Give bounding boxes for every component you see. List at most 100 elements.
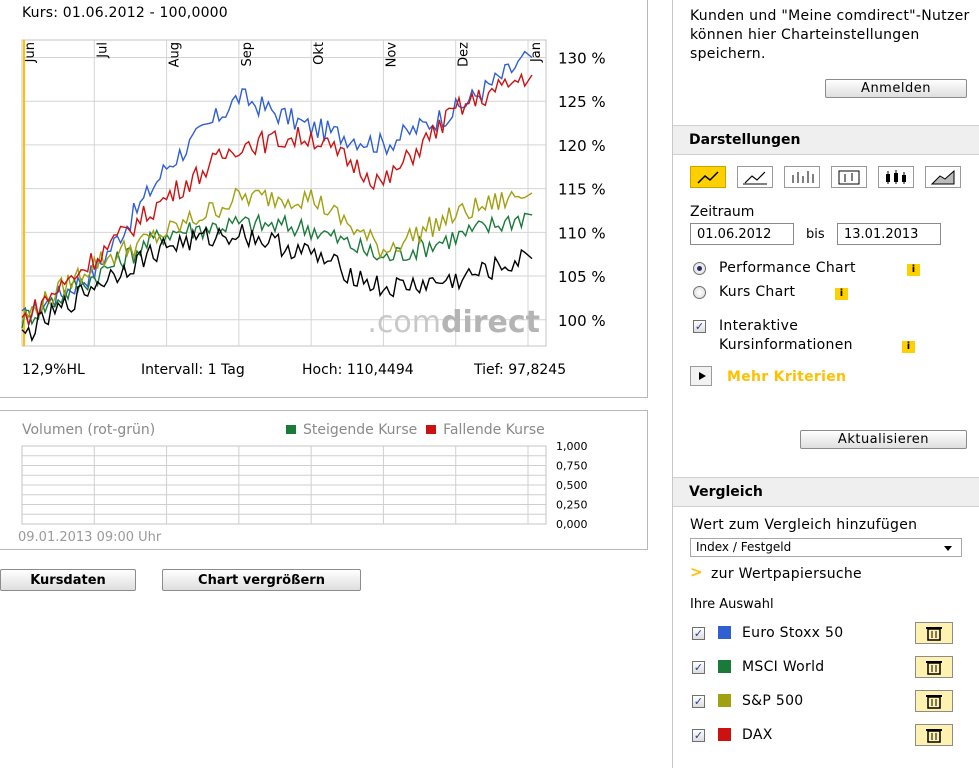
vergleich-select[interactable]: Index / Festgeld	[690, 538, 962, 557]
vergleich-label: Wert zum Vergleich hinzufügen	[690, 517, 918, 533]
settings-sidebar	[672, 0, 979, 768]
chart-title: Kurs: 01.06.2012 - 100,0000	[22, 5, 228, 21]
volume-title: Volumen (rot-grün)	[22, 422, 156, 438]
wertpapiersuche-link[interactable]: zur Wertpapiersuche	[711, 566, 862, 582]
selection-name: S&P 500	[742, 693, 804, 709]
trash-icon[interactable]	[915, 622, 953, 644]
login-hint: Kunden und "Meine comdirect"-Nutzer könn…	[690, 8, 970, 62]
x-tick-label: Dez	[457, 42, 472, 67]
plot-frame	[21, 39, 547, 347]
zeitraum-label: Zeitraum	[690, 204, 755, 220]
selection-color-swatch	[718, 660, 731, 673]
stat-intervall: Intervall: 1 Tag	[141, 362, 245, 378]
hlc-chart-type-button[interactable]	[831, 166, 867, 188]
selection-row: ✓ MSCI World	[690, 656, 960, 680]
selection-name: MSCI World	[742, 659, 825, 675]
y-tick-label: 100 %	[558, 312, 606, 330]
y-tick-label: 125 %	[558, 93, 606, 111]
trash-icon[interactable]	[915, 656, 953, 678]
ihre-auswahl-label: Ihre Auswahl	[690, 597, 774, 612]
aktualisieren-button[interactable]: Aktualisieren	[800, 430, 967, 449]
mountain-chart-type-button[interactable]	[737, 166, 773, 188]
volume-tick-label: 0,750	[556, 460, 588, 473]
interaktive-info-icon[interactable]: i	[902, 341, 915, 353]
candlestick-chart-type-button[interactable]	[878, 166, 914, 188]
series-line	[21, 72, 533, 327]
volume-timestamp: 09.01.2013 09:00 Uhr	[18, 530, 162, 545]
mehr-kriterien-link[interactable]: Mehr Kriterien	[727, 369, 847, 385]
kurs-info-icon[interactable]: i	[835, 288, 848, 300]
selection-checkbox[interactable]: ✓	[692, 627, 705, 640]
selection-color-swatch	[718, 626, 731, 639]
volume-tick-label: 1,000	[556, 440, 588, 453]
stat-hoch: Hoch: 110,4494	[302, 362, 414, 378]
chart-vergroessern-button[interactable]: Chart vergrößern	[162, 569, 361, 591]
volume-panel	[0, 410, 648, 550]
selection-color-swatch	[718, 728, 731, 741]
selection-checkbox[interactable]: ✓	[692, 661, 705, 674]
hlc-chart-icon	[838, 170, 860, 185]
series-line	[21, 187, 533, 324]
volume-tick-label: 0,250	[556, 499, 588, 512]
performance-chart-label: Performance Chart	[719, 260, 856, 276]
series-line	[21, 212, 533, 329]
line-chart-type-button[interactable]	[690, 166, 726, 188]
series-line	[21, 224, 533, 343]
performance-info-icon[interactable]: i	[907, 264, 920, 276]
candlestick-chart-icon	[886, 170, 906, 184]
mountain-chart-icon	[743, 171, 767, 185]
selection-row: ✓ Euro Stoxx 50	[690, 622, 960, 646]
trash-icon[interactable]	[915, 724, 953, 746]
selection-row: ✓ DAX	[690, 724, 960, 748]
interaktive-label-2: Kursinformationen	[719, 337, 853, 353]
legend-down-label: Fallende Kurse	[443, 422, 545, 438]
stat-tief: Tief: 97,8245	[474, 362, 567, 378]
y-tick-label: 115 %	[558, 181, 606, 199]
date-to-input[interactable]: 13.01.2013	[837, 223, 941, 245]
selection-row: ✓ S&P 500	[690, 690, 960, 714]
watermark: .comdirect	[367, 305, 540, 340]
ohlc-chart-type-button[interactable]	[784, 166, 820, 188]
interaktive-label-1: Interaktive	[719, 318, 799, 334]
performance-chart-radio[interactable]	[693, 262, 706, 275]
selection-checkbox[interactable]: ✓	[692, 695, 705, 708]
selection-name: DAX	[742, 727, 773, 743]
y-tick-label: 130 %	[558, 49, 606, 67]
area-chart-type-button[interactable]	[925, 166, 961, 188]
x-tick-label: Aug	[168, 42, 183, 67]
x-tick-label: Okt	[312, 42, 327, 65]
interaktive-checkbox[interactable]: ✓	[693, 320, 706, 333]
legend-up-label: Steigende Kurse	[303, 422, 418, 438]
selection-checkbox[interactable]: ✓	[692, 729, 705, 742]
volume-legend: Steigende Kurse Fallende Kurse	[286, 422, 545, 438]
section-vergleich: Vergleich	[673, 477, 979, 507]
date-from-input[interactable]: 01.06.2012	[690, 223, 794, 245]
x-tick-label: Jul	[95, 42, 110, 59]
kursdaten-button[interactable]: Kursdaten	[0, 569, 136, 591]
kurs-chart-radio[interactable]	[693, 286, 706, 299]
area-chart-icon	[930, 169, 955, 185]
selection-name: Euro Stoxx 50	[742, 625, 844, 641]
volume-tick-label: 0,500	[556, 479, 588, 492]
y-tick-label: 110 %	[558, 224, 606, 242]
x-tick-label: Jun	[23, 42, 38, 63]
selection-color-swatch	[718, 694, 731, 707]
anmelden-button[interactable]: Anmelden	[825, 79, 967, 98]
dropdown-arrow-icon[interactable]	[944, 546, 952, 551]
link-arrow-icon: >	[690, 563, 703, 581]
x-tick-label: Nov	[384, 42, 399, 68]
kurs-chart-label: Kurs Chart	[719, 284, 796, 300]
volume-tick-label: 0,000	[556, 518, 588, 531]
x-tick-label: Jan	[529, 42, 544, 63]
x-tick-label: Sep	[240, 42, 255, 67]
ohlc-chart-icon	[792, 171, 814, 183]
y-tick-label: 105 %	[558, 268, 606, 286]
expand-arrow-icon[interactable]	[690, 366, 712, 386]
y-tick-label: 120 %	[558, 137, 606, 155]
chart-panel	[0, 0, 648, 398]
volume-chart: 1,000 0,750 0,500 0,250 0,000	[21, 440, 588, 531]
legend-up-swatch	[286, 425, 296, 434]
legend-down-swatch	[426, 425, 437, 434]
stat-hl: 12,9%HL	[22, 362, 85, 378]
trash-icon[interactable]	[915, 690, 953, 712]
